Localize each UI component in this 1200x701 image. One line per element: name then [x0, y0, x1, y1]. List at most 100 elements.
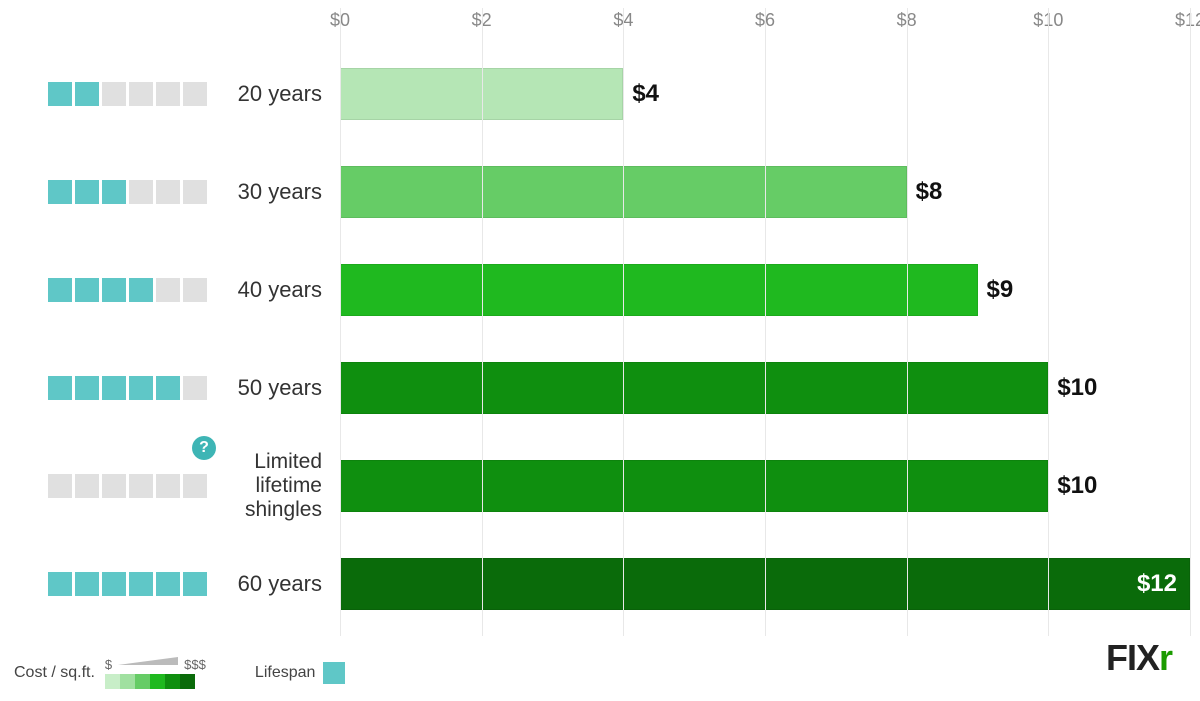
cost-swatch-icon: [105, 674, 120, 689]
bar: $9: [340, 264, 978, 316]
bar-value: $10: [1047, 374, 1097, 402]
x-tick: $12: [1175, 10, 1200, 31]
gridline: [1190, 8, 1191, 636]
lifespan-indicator: [48, 474, 207, 498]
lifespan-square-filled-icon: [156, 572, 180, 596]
bar: $10: [340, 460, 1048, 512]
lifespan-indicator: [48, 180, 207, 204]
legend-cost-label: Cost / sq.ft.: [14, 664, 95, 682]
lifespan-square-empty-icon: [156, 180, 180, 204]
row-left: 20 years: [0, 81, 340, 107]
row-left: 30 years: [0, 179, 340, 205]
lifespan-square-empty-icon: [156, 82, 180, 106]
cost-scale-low: $: [105, 657, 112, 672]
lifespan-square-filled-icon: [75, 572, 99, 596]
lifespan-square-empty-icon: [156, 474, 180, 498]
lifespan-swatch-icon: [323, 662, 345, 684]
lifespan-square-empty-icon: [183, 474, 207, 498]
brand-logo: FIXr: [1106, 637, 1172, 679]
bar-value: $10: [1047, 472, 1097, 500]
row-left: 40 years: [0, 277, 340, 303]
lifespan-square-empty-icon: [129, 180, 153, 204]
cost-swatch-icon: [165, 674, 180, 689]
lifespan-square-filled-icon: [75, 376, 99, 400]
gridline: [1048, 8, 1049, 636]
lifespan-indicator: [48, 278, 207, 302]
lifespan-square-empty-icon: [156, 278, 180, 302]
cost-scale-high: $$$: [184, 657, 206, 672]
lifespan-square-filled-icon: [102, 376, 126, 400]
gridline: [907, 8, 908, 636]
cost-scale: $ $$$: [105, 657, 195, 689]
lifespan-square-empty-icon: [183, 376, 207, 400]
legend-lifespan-label: Lifespan: [255, 664, 316, 682]
chart-row: 50 years $10: [0, 339, 1190, 437]
lifespan-square-empty-icon: [183, 180, 207, 204]
lifespan-square-empty-icon: [75, 474, 99, 498]
chart-row: Limitedlifetimeshingles?$10: [0, 437, 1190, 535]
legend: Cost / sq.ft. $ $$$ Lifespan FIXr: [14, 657, 1186, 689]
lifespan-indicator: [48, 572, 207, 596]
cost-scale-labels: $ $$$: [105, 657, 195, 672]
legend-cost: Cost / sq.ft. $ $$$: [14, 657, 195, 689]
lifespan-square-filled-icon: [183, 572, 207, 596]
gridline: [623, 8, 624, 636]
cost-swatch-icon: [120, 674, 135, 689]
lifespan-square-filled-icon: [48, 82, 72, 106]
bar-value: $12: [1137, 570, 1177, 598]
lifespan-square-filled-icon: [102, 278, 126, 302]
cost-swatch-icon: [150, 674, 165, 689]
row-label: 40 years: [227, 277, 322, 303]
bar-value: $9: [977, 276, 1014, 304]
lifespan-square-filled-icon: [102, 572, 126, 596]
lifespan-square-empty-icon: [129, 82, 153, 106]
lifespan-square-filled-icon: [129, 278, 153, 302]
row-label: Limitedlifetimeshingles: [227, 450, 322, 522]
row-label: 50 years: [227, 375, 322, 401]
gridline: [340, 8, 341, 636]
chart-row: 20 years $4: [0, 45, 1190, 143]
lifespan-square-empty-icon: [102, 82, 126, 106]
lifespan-square-filled-icon: [48, 572, 72, 596]
lifespan-square-empty-icon: [129, 474, 153, 498]
lifespan-square-filled-icon: [129, 376, 153, 400]
lifespan-square-filled-icon: [129, 572, 153, 596]
lifespan-square-filled-icon: [102, 180, 126, 204]
lifespan-square-filled-icon: [75, 278, 99, 302]
row-left: Limitedlifetimeshingles?: [0, 450, 340, 522]
cost-scale-triangle-icon: [118, 657, 178, 665]
row-label: 20 years: [227, 81, 322, 107]
lifespan-square-filled-icon: [156, 376, 180, 400]
cost-swatches: [105, 674, 195, 689]
lifespan-square-empty-icon: [48, 474, 72, 498]
chart-row: 40 years $9: [0, 241, 1190, 339]
lifespan-square-empty-icon: [183, 278, 207, 302]
bar: $10: [340, 362, 1048, 414]
lifespan-square-empty-icon: [102, 474, 126, 498]
chart-row: 60 years $12: [0, 535, 1190, 633]
legend-lifespan: Lifespan: [255, 662, 346, 684]
lifespan-square-filled-icon: [48, 180, 72, 204]
row-left: 60 years: [0, 571, 340, 597]
chart-row: 30 years $8: [0, 143, 1190, 241]
chart-container: $0$2$4$6$8$10$12 20 years$430 years$840 …: [0, 0, 1200, 701]
gridline: [482, 8, 483, 636]
lifespan-indicator: [48, 82, 207, 106]
bar-value: $4: [622, 80, 659, 108]
cost-swatch-icon: [135, 674, 150, 689]
lifespan-square-filled-icon: [48, 376, 72, 400]
help-icon[interactable]: ?: [192, 436, 216, 460]
row-left: 50 years: [0, 375, 340, 401]
lifespan-square-filled-icon: [75, 82, 99, 106]
lifespan-square-filled-icon: [75, 180, 99, 204]
logo-accent: r: [1159, 637, 1172, 678]
cost-swatch-icon: [180, 674, 195, 689]
logo-main: FIX: [1106, 637, 1159, 678]
gridline: [765, 8, 766, 636]
lifespan-indicator: [48, 376, 207, 400]
bar-value: $8: [906, 178, 943, 206]
row-label: 60 years: [227, 571, 322, 597]
row-label: 30 years: [227, 179, 322, 205]
chart-rows: 20 years $4 30 years $8 40 years $9 50 years $1…: [0, 45, 1190, 631]
lifespan-square-empty-icon: [183, 82, 207, 106]
